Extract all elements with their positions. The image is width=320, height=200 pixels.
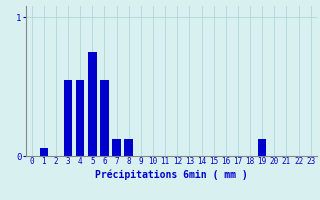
Bar — [100, 80, 109, 156]
Bar — [88, 52, 97, 156]
Bar — [76, 80, 84, 156]
Bar — [64, 80, 72, 156]
Bar — [258, 139, 267, 156]
Bar — [124, 139, 133, 156]
Bar — [40, 148, 48, 156]
X-axis label: Précipitations 6min ( mm ): Précipitations 6min ( mm ) — [95, 169, 248, 180]
Bar — [112, 139, 121, 156]
